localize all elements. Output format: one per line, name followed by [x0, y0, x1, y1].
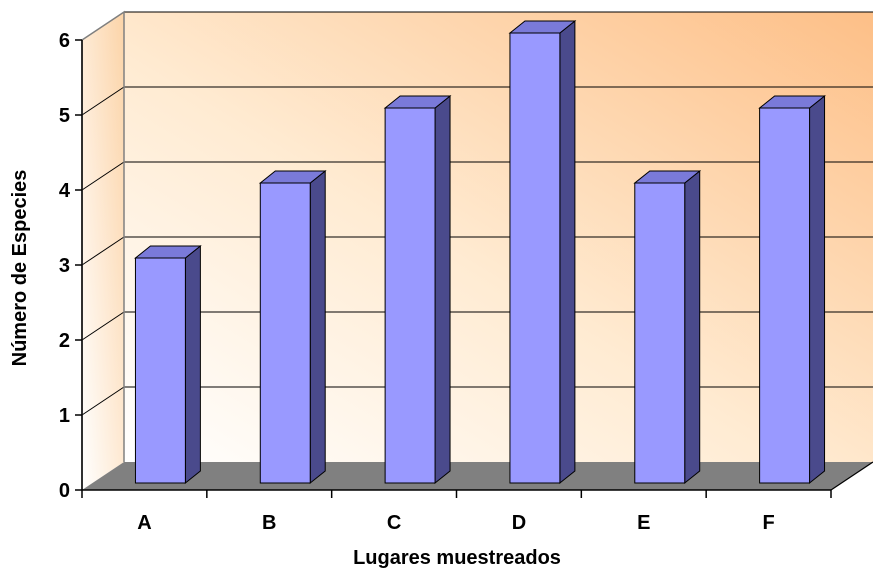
x-tick-label: A	[137, 512, 151, 534]
bar-F	[758, 94, 826, 485]
gridline-side	[81, 161, 125, 191]
y-tick-label: 0	[59, 480, 70, 502]
bar-side	[184, 244, 201, 485]
bar-side	[684, 169, 701, 485]
bar-front	[759, 107, 811, 484]
floor-front-edge	[830, 461, 873, 491]
x-axis-ticks: A B C D E F	[81, 490, 832, 534]
y-tick-label: 1	[59, 405, 70, 427]
x-tick-label: D	[512, 512, 526, 534]
y-tick-label: 3	[59, 255, 70, 277]
bar-front	[509, 32, 561, 484]
y-axis-title: Número de Especies	[9, 170, 31, 367]
gridlines	[81, 11, 873, 416]
gridline-side	[81, 86, 125, 116]
y-tick-label: 5	[59, 105, 70, 127]
x-tick-label: B	[262, 512, 276, 534]
x-tick-label: C	[387, 512, 401, 534]
x-axis-title: Lugares muestreados	[353, 547, 561, 569]
bar-side	[434, 94, 451, 485]
y-tick-label: 2	[59, 330, 70, 352]
bar-front	[259, 182, 311, 484]
gridline-side	[81, 236, 125, 266]
bar-side	[559, 19, 576, 485]
bar-A	[134, 244, 202, 485]
x-tick-label: F	[762, 512, 774, 534]
bar-side	[809, 94, 826, 485]
y-tick-label: 6	[59, 30, 70, 52]
x-tick-label: E	[637, 512, 650, 534]
bar-front	[384, 107, 436, 484]
gridline-side	[81, 386, 125, 416]
bar-front	[634, 182, 686, 484]
bar-D	[508, 19, 577, 485]
bar-C	[383, 94, 452, 485]
y-axis-ticks: 0 1 2 3 4 5 6	[59, 30, 82, 502]
gridline-side	[81, 311, 125, 341]
bar-side	[309, 169, 326, 485]
bar-front	[134, 257, 186, 484]
bar-B	[258, 169, 327, 485]
bar-E	[633, 169, 702, 485]
y-tick-label: 4	[59, 180, 71, 202]
bars	[134, 19, 826, 485]
